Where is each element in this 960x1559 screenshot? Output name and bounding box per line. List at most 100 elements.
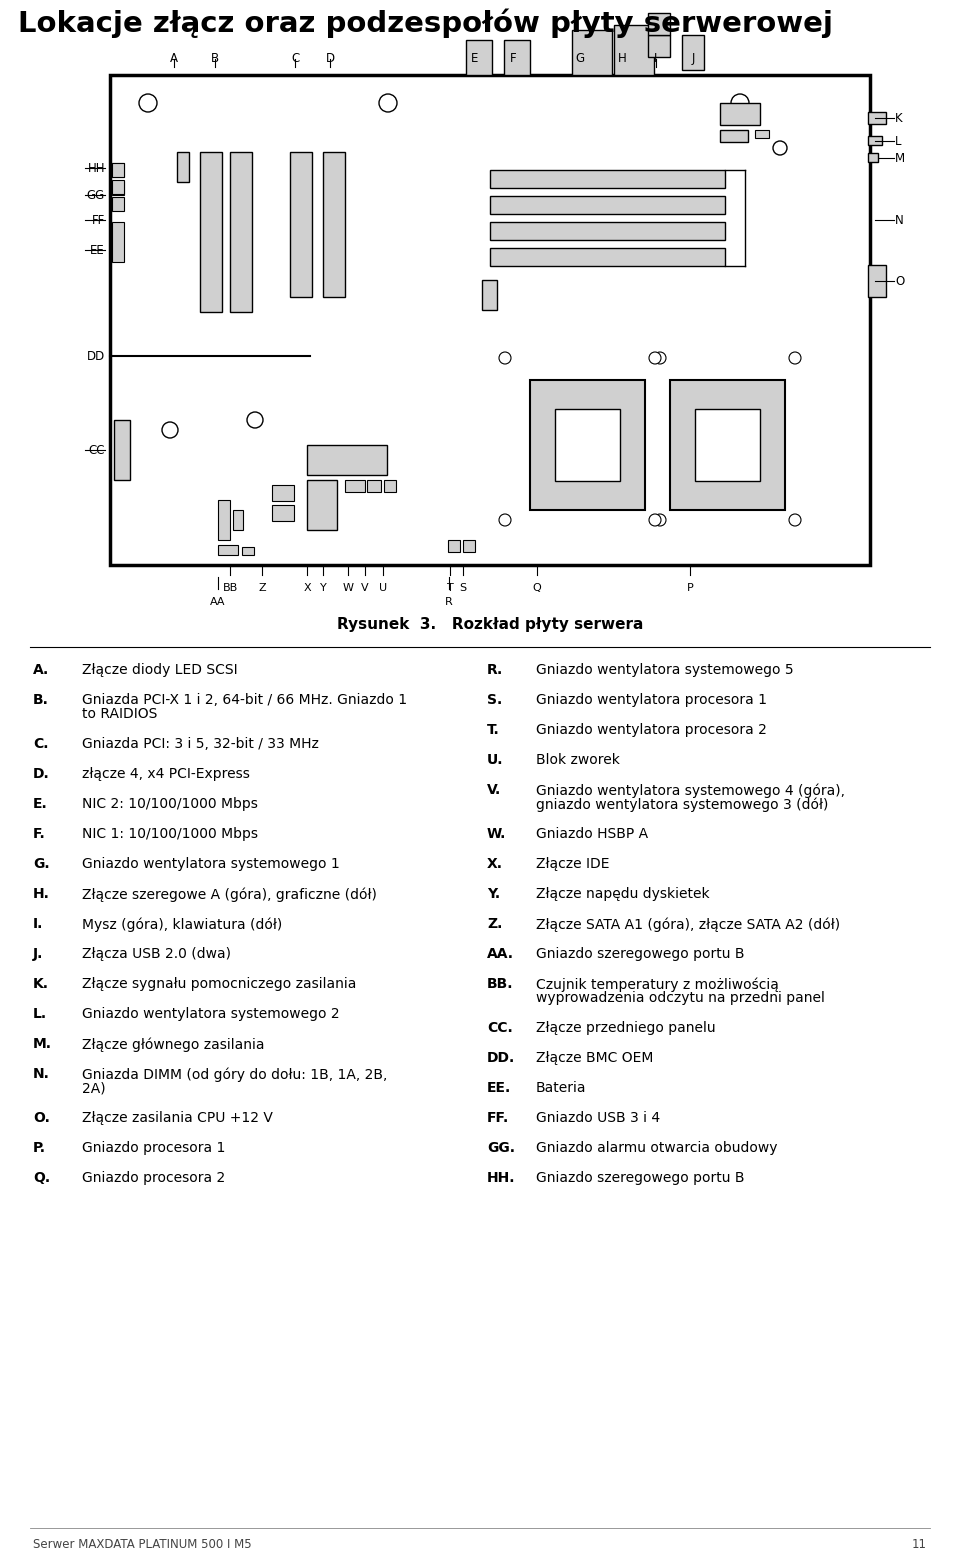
Circle shape (773, 140, 787, 154)
Text: K.: K. (33, 977, 49, 992)
Circle shape (649, 352, 661, 363)
Bar (448, 539, 460, 552)
Text: FF: FF (92, 214, 105, 226)
Text: Y.: Y. (487, 887, 500, 901)
Text: F: F (510, 51, 516, 65)
Bar (110, 75, 870, 564)
Bar (114, 419, 130, 480)
Bar (530, 380, 645, 510)
Bar (868, 153, 878, 162)
Bar (290, 151, 312, 298)
Circle shape (731, 94, 749, 112)
Bar (695, 408, 759, 482)
Text: Gniazdo szeregowego portu B: Gniazdo szeregowego portu B (536, 1171, 745, 1185)
Text: R: R (445, 597, 453, 606)
Text: Gniazda PCI-X 1 i 2, 64-bit / 66 MHz. Gniazdo 1: Gniazda PCI-X 1 i 2, 64-bit / 66 MHz. Gn… (82, 694, 407, 706)
Text: D.: D. (33, 767, 50, 781)
Text: C: C (291, 51, 300, 65)
Text: Złącze sygnału pomocniczego zasilania: Złącze sygnału pomocniczego zasilania (82, 977, 356, 992)
Bar (868, 136, 882, 145)
Text: HH: HH (87, 162, 105, 175)
Text: W: W (343, 583, 353, 592)
Text: Gniazda PCI: 3 i 5, 32-bit / 33 MHz: Gniazda PCI: 3 i 5, 32-bit / 33 MHz (82, 737, 319, 751)
Text: T: T (446, 583, 453, 592)
Text: B.: B. (33, 694, 49, 706)
Bar (112, 181, 124, 195)
Text: E: E (471, 51, 479, 65)
Text: O: O (895, 274, 904, 287)
Text: Gniazdo procesora 2: Gniazdo procesora 2 (82, 1171, 226, 1185)
Bar (868, 112, 886, 125)
Bar (466, 41, 492, 75)
Bar (233, 510, 243, 530)
Circle shape (499, 352, 511, 363)
Text: AA.: AA. (487, 946, 514, 960)
Bar (112, 179, 124, 193)
Circle shape (162, 422, 178, 438)
Text: R.: R. (487, 663, 503, 677)
Bar (463, 539, 475, 552)
Bar (367, 480, 381, 493)
Text: A: A (170, 51, 178, 65)
Circle shape (789, 352, 801, 363)
Bar (572, 30, 612, 75)
Text: G.: G. (33, 857, 50, 871)
Text: N.: N. (33, 1066, 50, 1080)
Text: Z.: Z. (487, 917, 502, 931)
Bar (177, 151, 189, 182)
Text: gniazdo wentylatora systemowego 3 (dół): gniazdo wentylatora systemowego 3 (dół) (536, 797, 828, 812)
Text: V.: V. (487, 783, 501, 797)
Text: EE.: EE. (487, 1080, 512, 1094)
Text: to RAIDIOS: to RAIDIOS (82, 706, 157, 720)
Circle shape (139, 94, 157, 112)
Text: 2A): 2A) (82, 1080, 106, 1094)
Text: L.: L. (33, 1007, 47, 1021)
Text: Złącze SATA A1 (góra), złącze SATA A2 (dół): Złącze SATA A1 (góra), złącze SATA A2 (d… (536, 917, 840, 931)
Text: Złącze szeregowe A (góra), graficzne (dół): Złącze szeregowe A (góra), graficzne (dó… (82, 887, 377, 901)
Text: Q: Q (533, 583, 541, 592)
Text: Z: Z (258, 583, 266, 592)
Text: A.: A. (33, 663, 49, 677)
Bar (720, 129, 748, 142)
Text: Rysunek  3.   Rozkład płyty serwera: Rysunek 3. Rozkład płyty serwera (337, 617, 643, 631)
Text: Y: Y (320, 583, 326, 592)
Text: Gniazdo procesora 1: Gniazdo procesora 1 (82, 1141, 226, 1155)
Text: złącze 4, x4 PCI-Express: złącze 4, x4 PCI-Express (82, 767, 250, 781)
Text: BB: BB (223, 583, 238, 592)
Text: 11: 11 (912, 1539, 927, 1551)
Circle shape (654, 352, 666, 363)
Text: FF.: FF. (487, 1112, 509, 1126)
Text: J.: J. (33, 946, 43, 960)
Text: Gniazdo alarmu otwarcia obudowy: Gniazdo alarmu otwarcia obudowy (536, 1141, 778, 1155)
Bar (682, 34, 704, 70)
Text: Gniazdo wentylatora systemowego 1: Gniazdo wentylatora systemowego 1 (82, 857, 340, 871)
Bar (648, 12, 670, 34)
Text: HH.: HH. (487, 1171, 516, 1185)
Text: P: P (686, 583, 693, 592)
Text: EE: EE (90, 243, 105, 257)
Text: J: J (691, 51, 695, 65)
Text: NIC 2: 10/100/1000 Mbps: NIC 2: 10/100/1000 Mbps (82, 797, 258, 811)
Text: Gniazdo wentylatora systemowego 4 (góra),: Gniazdo wentylatora systemowego 4 (góra)… (536, 783, 845, 798)
Text: Blok zworek: Blok zworek (536, 753, 620, 767)
Bar (648, 34, 670, 58)
Text: V: V (361, 583, 369, 592)
Bar (218, 546, 238, 555)
Text: CC.: CC. (487, 1021, 513, 1035)
Bar (868, 265, 886, 298)
Text: T.: T. (487, 723, 500, 737)
Text: Złącza USB 2.0 (dwa): Złącza USB 2.0 (dwa) (82, 946, 231, 960)
Bar (490, 196, 725, 214)
Text: Mysz (góra), klawiatura (dół): Mysz (góra), klawiatura (dół) (82, 917, 282, 931)
Bar (272, 485, 294, 500)
Bar (242, 547, 254, 555)
Bar (384, 480, 396, 493)
Bar (112, 164, 124, 178)
Bar (345, 480, 365, 493)
Bar (720, 103, 760, 125)
Bar (482, 281, 497, 310)
Text: GG.: GG. (487, 1141, 515, 1155)
Text: S.: S. (487, 694, 502, 706)
Text: Lokacje złącz oraz podzespołów płyty serwerowej: Lokacje złącz oraz podzespołów płyty ser… (18, 8, 833, 37)
Text: X.: X. (487, 857, 503, 871)
